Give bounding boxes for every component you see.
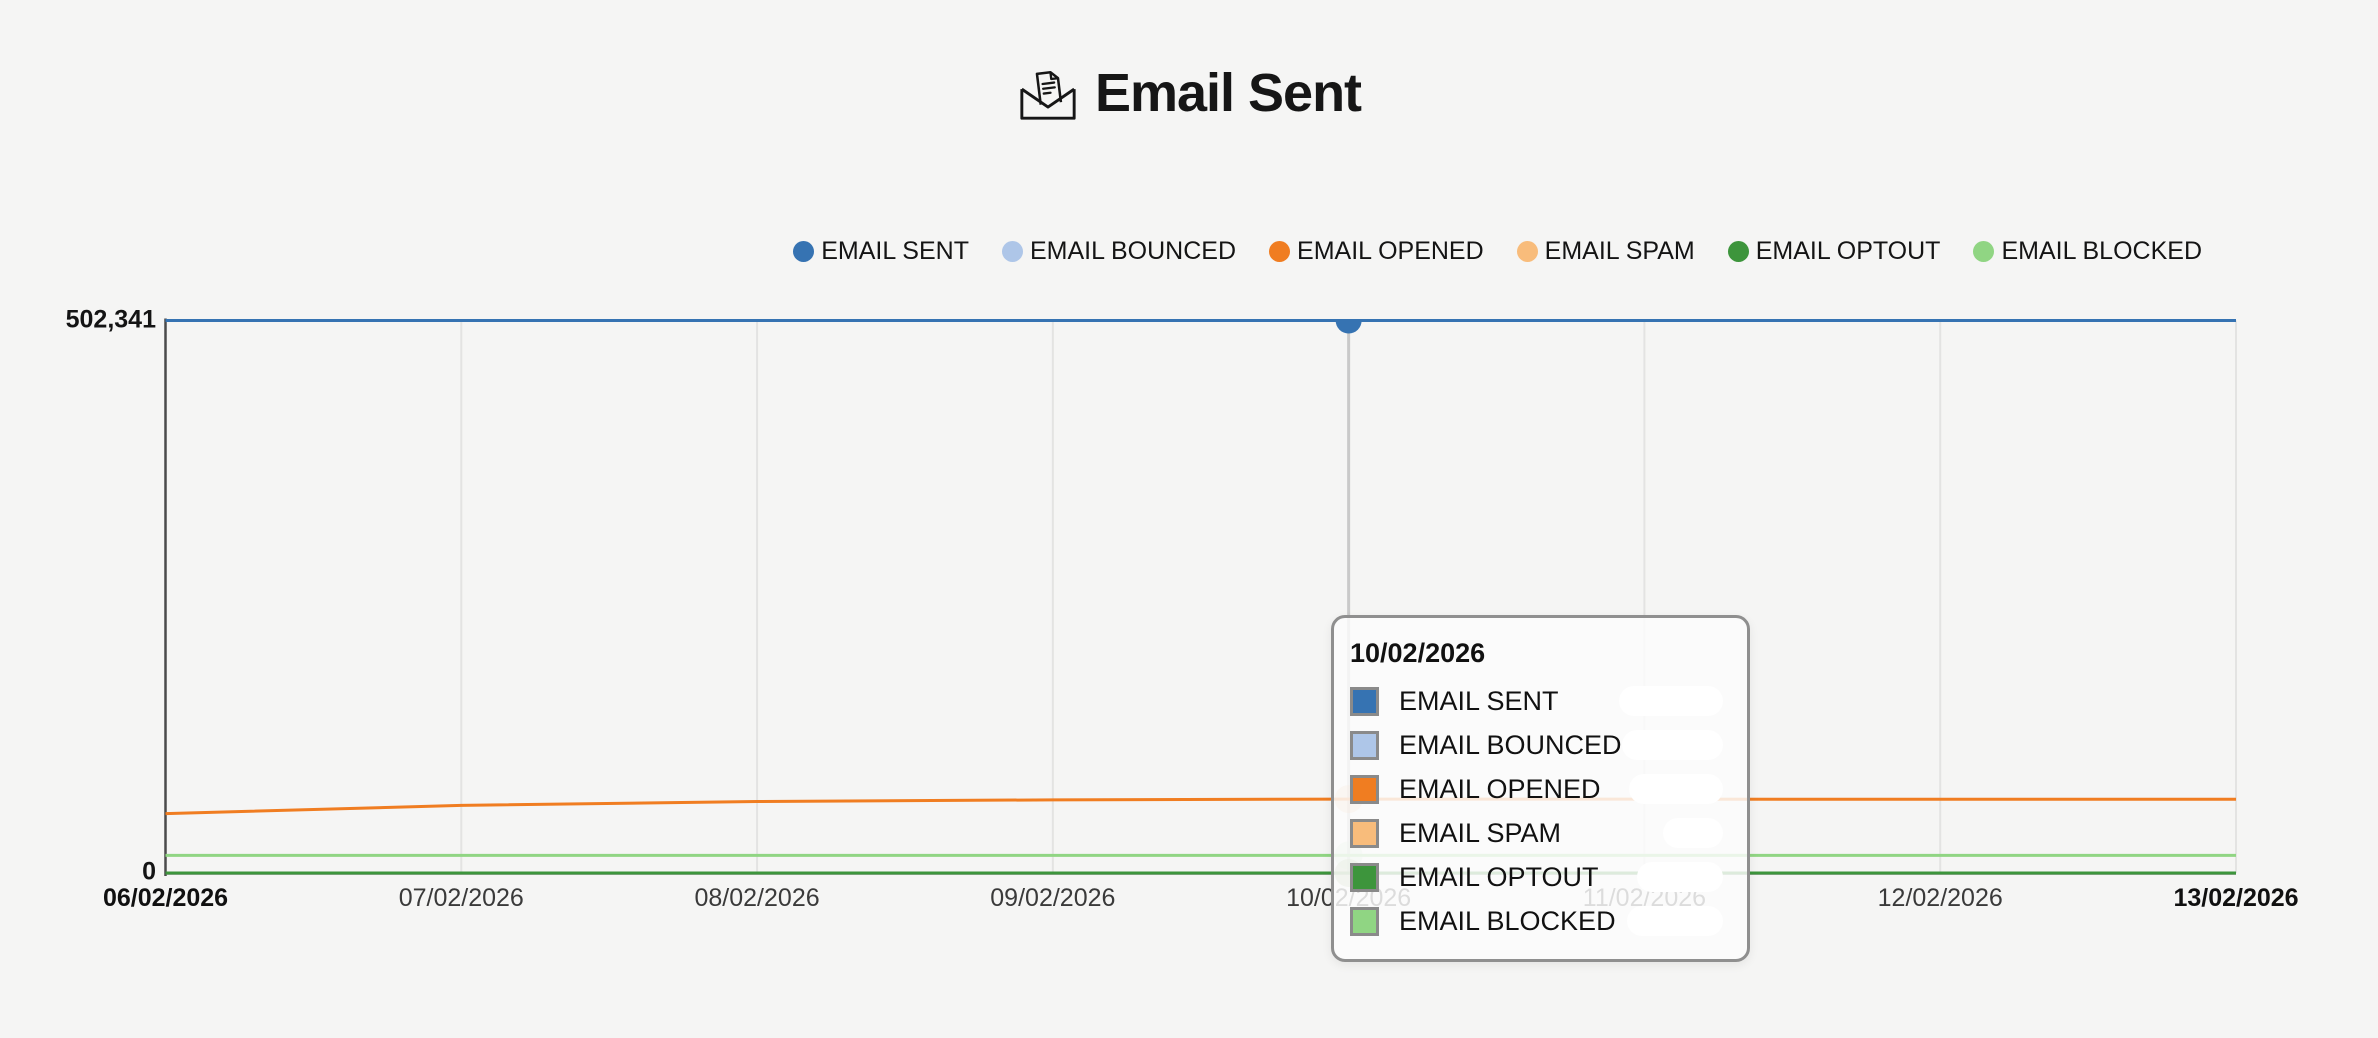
tooltip-swatch-icon (1350, 906, 1379, 936)
y-axis-max-label: 502,341 (65, 305, 156, 334)
tooltip-row-email-optout: EMAIL OPTOUT (1350, 855, 1723, 899)
tooltip-value-redacted (1627, 906, 1723, 936)
tooltip-series-label: EMAIL SPAM (1399, 817, 1562, 848)
tooltip-swatch-icon (1350, 862, 1379, 892)
series-line-email-opened (165, 797, 2236, 816)
legend-item-email-bounced[interactable]: EMAIL BOUNCED (1001, 237, 1237, 266)
tooltip-series-label: EMAIL BOUNCED (1399, 729, 1622, 760)
tooltip-row-email-sent: EMAIL SENT (1350, 679, 1723, 723)
tooltip-swatch-icon (1350, 686, 1379, 716)
tooltip-swatch-icon (1350, 774, 1379, 804)
legend-item-email-blocked[interactable]: EMAIL BLOCKED (1973, 237, 2202, 266)
chart-title-row: Email Sent (0, 62, 2378, 124)
legend-label: EMAIL SPAM (1544, 237, 1695, 265)
tooltip-value-redacted (1637, 862, 1723, 892)
y-axis-min-label: 0 (142, 857, 156, 886)
tooltip-date-header: 10/02/2026 (1350, 638, 1486, 668)
legend-label: EMAIL SENT (821, 237, 969, 265)
legend-item-email-sent[interactable]: EMAIL SENT (793, 237, 969, 266)
legend-item-email-optout[interactable]: EMAIL OPTOUT (1727, 237, 1941, 266)
legend-dot-icon (793, 241, 815, 262)
legend-dot-icon (1269, 241, 1291, 262)
chart-legend: EMAIL SENT EMAIL BOUNCED EMAIL OPENED EMAIL… (793, 237, 2202, 266)
legend-label: EMAIL OPENED (1297, 237, 1484, 265)
tooltip-series-label: EMAIL OPTOUT (1399, 861, 1599, 892)
legend-dot-icon (1727, 241, 1749, 262)
hover-marker-email-sent (1335, 320, 1362, 334)
tooltip-row-email-spam: EMAIL SPAM (1350, 811, 1723, 855)
tooltip-row-email-opened: EMAIL OPENED (1350, 767, 1723, 811)
legend-dot-icon (1516, 241, 1538, 262)
tooltip-value-redacted (1629, 774, 1723, 804)
email-sent-icon (1020, 71, 1076, 120)
tooltip-swatch-icon (1350, 730, 1379, 760)
legend-label: EMAIL OPTOUT (1755, 237, 1941, 265)
tooltip-series-label: EMAIL SENT (1399, 685, 1559, 716)
tooltip-swatch-icon (1350, 818, 1379, 848)
x-tick-label: 12/02/2026 (1877, 884, 2003, 912)
tooltip-value-redacted (1622, 730, 1723, 760)
x-tick-label: 13/02/2026 (2173, 884, 2299, 912)
legend-dot-icon (1973, 241, 1995, 262)
chart-tooltip: 10/02/2026 EMAIL SENT EMAIL BOUNCED EMAIL … (1331, 615, 1750, 962)
x-tick-label: 08/02/2026 (694, 884, 820, 912)
legend-dot-icon (1001, 241, 1023, 262)
tooltip-value-redacted (1619, 686, 1723, 716)
legend-item-email-opened[interactable]: EMAIL OPENED (1269, 237, 1484, 266)
legend-label: EMAIL BOUNCED (1029, 237, 1237, 265)
tooltip-value-redacted (1663, 818, 1723, 848)
page-title: Email Sent (1094, 63, 1362, 123)
x-tick-label: 09/02/2026 (990, 884, 1116, 912)
tooltip-row-email-blocked: EMAIL BLOCKED (1350, 899, 1723, 943)
tooltip-series-label: EMAIL OPENED (1399, 773, 1601, 804)
legend-item-email-spam[interactable]: EMAIL SPAM (1516, 237, 1695, 266)
tooltip-row-email-bounced: EMAIL BOUNCED (1350, 723, 1723, 767)
x-tick-label: 06/02/2026 (102, 884, 229, 912)
legend-label: EMAIL BLOCKED (2001, 237, 2202, 265)
tooltip-series-label: EMAIL BLOCKED (1399, 905, 1616, 936)
x-tick-label: 07/02/2026 (398, 884, 524, 912)
